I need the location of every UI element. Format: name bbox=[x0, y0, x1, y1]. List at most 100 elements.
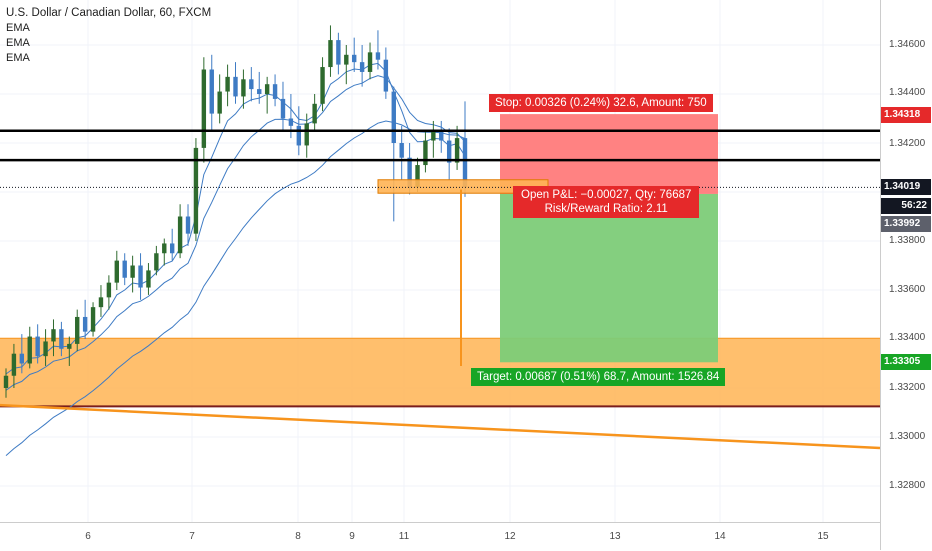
candle bbox=[177, 204, 183, 259]
candle-body bbox=[280, 98, 286, 119]
candle bbox=[130, 255, 135, 293]
candle-body bbox=[162, 243, 167, 254]
candle-body bbox=[320, 67, 325, 104]
price-tick: 1.33800 bbox=[889, 235, 926, 246]
candle-body bbox=[193, 147, 199, 234]
trendline bbox=[0, 403, 880, 450]
target-price-tag: 1.33305 bbox=[881, 354, 931, 370]
candle bbox=[375, 30, 381, 70]
candle-body bbox=[75, 316, 80, 344]
last-price-tag: 1.34019 bbox=[881, 179, 931, 195]
candle-body bbox=[225, 76, 230, 92]
candle bbox=[59, 321, 64, 357]
candle bbox=[233, 62, 238, 104]
candle-body bbox=[130, 265, 135, 278]
candle-body bbox=[336, 40, 341, 65]
candle-body bbox=[11, 353, 17, 376]
candle-body bbox=[138, 265, 143, 288]
candle bbox=[98, 285, 104, 317]
candle bbox=[35, 324, 40, 364]
candle-body bbox=[264, 84, 270, 94]
candle-body bbox=[19, 353, 25, 364]
ema-slow-line bbox=[5, 120, 466, 456]
candle bbox=[193, 138, 199, 241]
zones bbox=[0, 114, 880, 408]
grid bbox=[0, 0, 880, 522]
symbol-title[interactable]: U.S. Dollar / Canadian Dollar, 60, FXCM bbox=[6, 7, 212, 19]
candle-body bbox=[359, 62, 365, 72]
candle bbox=[241, 69, 246, 109]
candle-body bbox=[146, 270, 151, 288]
candle bbox=[106, 275, 112, 310]
time-tick: 11 bbox=[398, 531, 410, 542]
price-tick: 1.34600 bbox=[889, 39, 926, 50]
candle bbox=[11, 343, 17, 388]
ema-lines bbox=[5, 62, 466, 456]
candle bbox=[185, 204, 191, 246]
chart-canvas[interactable] bbox=[0, 0, 880, 522]
candle-body bbox=[391, 91, 396, 143]
candle bbox=[439, 120, 444, 153]
candle bbox=[82, 299, 88, 339]
candle bbox=[257, 71, 262, 104]
candle-body bbox=[312, 103, 317, 124]
price-tick: 1.32800 bbox=[889, 480, 926, 491]
price-tick: 1.34200 bbox=[889, 138, 926, 149]
indicator-ema-3[interactable]: EMA bbox=[6, 52, 30, 64]
candle-body bbox=[296, 125, 302, 146]
stop-label[interactable]: Stop: 0.00326 (0.24%) 32.6, Amount: 750 bbox=[489, 94, 713, 112]
candle-body bbox=[67, 343, 72, 349]
candle-body bbox=[272, 84, 278, 99]
candle-body bbox=[217, 91, 222, 114]
candle bbox=[51, 319, 56, 357]
price-tick: 1.34400 bbox=[889, 87, 926, 98]
candle-body bbox=[407, 157, 412, 188]
indicator-ema-1[interactable]: EMA bbox=[6, 22, 30, 34]
candle-body bbox=[462, 138, 468, 188]
price-tick: 1.33400 bbox=[889, 332, 926, 343]
candle-body bbox=[106, 282, 112, 298]
candle-body bbox=[82, 316, 88, 332]
drawings[interactable] bbox=[0, 129, 880, 450]
candle-body bbox=[114, 260, 119, 283]
candle bbox=[154, 245, 159, 276]
candle-body bbox=[177, 216, 183, 254]
target-label[interactable]: Target: 0.00687 (0.51%) 68.7, Amount: 15… bbox=[471, 368, 726, 386]
candle bbox=[201, 57, 207, 163]
candle-body bbox=[35, 336, 40, 357]
time-axis[interactable]: 6 7 8 9 11 12 13 14 15 bbox=[0, 522, 880, 551]
chart-area[interactable]: U.S. Dollar / Canadian Dollar, 60, FXCM … bbox=[0, 0, 880, 522]
time-tick: 12 bbox=[504, 531, 516, 542]
candle-body bbox=[43, 341, 48, 357]
time-tick: 14 bbox=[714, 531, 726, 542]
candle-body bbox=[154, 253, 159, 271]
price-tick: 1.33000 bbox=[889, 431, 926, 442]
candle bbox=[114, 250, 119, 290]
candle bbox=[169, 228, 175, 261]
candle bbox=[122, 253, 127, 286]
candle-body bbox=[98, 297, 104, 308]
candle bbox=[399, 125, 404, 180]
candle bbox=[336, 32, 341, 75]
candle-body bbox=[201, 69, 207, 148]
indicator-ema-2[interactable]: EMA bbox=[6, 37, 30, 49]
risk-reward-text: Risk/Reward Ratio: 2.11 bbox=[544, 203, 668, 215]
candle bbox=[146, 263, 151, 295]
candle bbox=[423, 130, 428, 173]
candle bbox=[90, 302, 96, 337]
candle bbox=[320, 57, 325, 112]
pnl-label[interactable]: Open P&L: −0.00027, Qty: 76687 Risk/Rewa… bbox=[513, 186, 700, 218]
candle bbox=[304, 113, 309, 158]
candle bbox=[446, 128, 452, 180]
support-zone bbox=[0, 338, 880, 407]
countdown-tag: 56:22 bbox=[881, 198, 931, 214]
candle-body bbox=[288, 118, 294, 126]
candle-body bbox=[169, 243, 175, 254]
ema-mid-line bbox=[5, 75, 466, 391]
candle-body bbox=[233, 76, 238, 97]
candle-body bbox=[185, 216, 191, 234]
candle-body bbox=[439, 130, 444, 141]
ema-fast-line bbox=[5, 62, 466, 375]
price-axis[interactable]: 1.34600 1.34400 1.34200 1.33800 1.33600 … bbox=[880, 0, 932, 550]
candle bbox=[367, 42, 373, 80]
